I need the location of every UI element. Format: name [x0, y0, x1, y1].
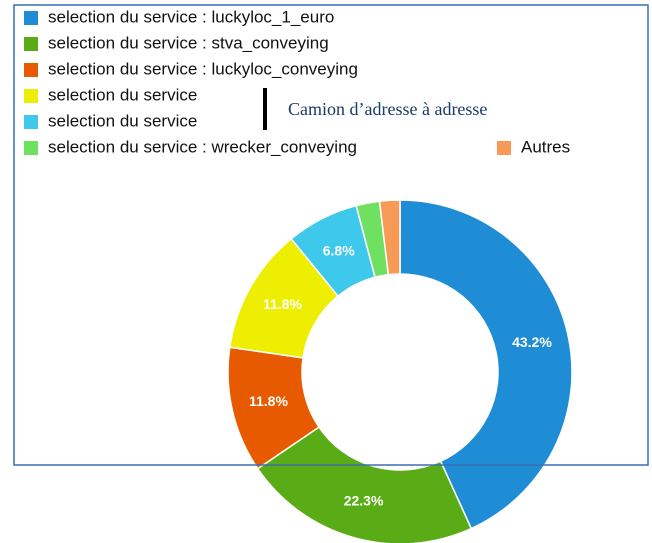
legend-label: Autres	[521, 137, 570, 156]
annotation: Camion d’adresse à adresse	[288, 99, 487, 119]
legend-swatch	[24, 37, 38, 51]
annotation-box	[262, 84, 592, 136]
slice	[378, 199, 401, 276]
frame	[13, 4, 649, 466]
legend-label: selection du service : stva_conveying	[48, 33, 329, 52]
legend-swatch	[24, 89, 38, 103]
legend: selection du service : luckyloc_1_eurose…	[24, 7, 570, 156]
data-label: 6.8%	[323, 242, 355, 258]
legend-swatch	[24, 11, 38, 25]
slice	[399, 199, 573, 530]
data-label: 11.8%	[263, 296, 302, 312]
legend-swatch	[24, 115, 38, 129]
legend-swatch	[24, 63, 38, 77]
data-label: 43.2%	[512, 334, 552, 350]
slice	[256, 426, 473, 543]
legend-label: selection du service	[48, 85, 197, 104]
legend-label: selection du service : luckyloc_conveyin…	[48, 59, 358, 78]
data-label: 11.8%	[249, 393, 288, 409]
donut: 43.2% 22.3% 11.8% 11.8% 6.8%	[227, 199, 573, 543]
legend-label: selection du service : luckyloc_1_euro	[48, 7, 334, 26]
data-label: 22.3%	[344, 493, 384, 509]
legend-label: selection du service	[48, 111, 197, 130]
annotation-bar	[263, 88, 267, 130]
legend-swatch	[24, 141, 38, 155]
legend-swatch	[497, 141, 511, 155]
legend-label: selection du service : wrecker_conveying	[48, 137, 357, 156]
